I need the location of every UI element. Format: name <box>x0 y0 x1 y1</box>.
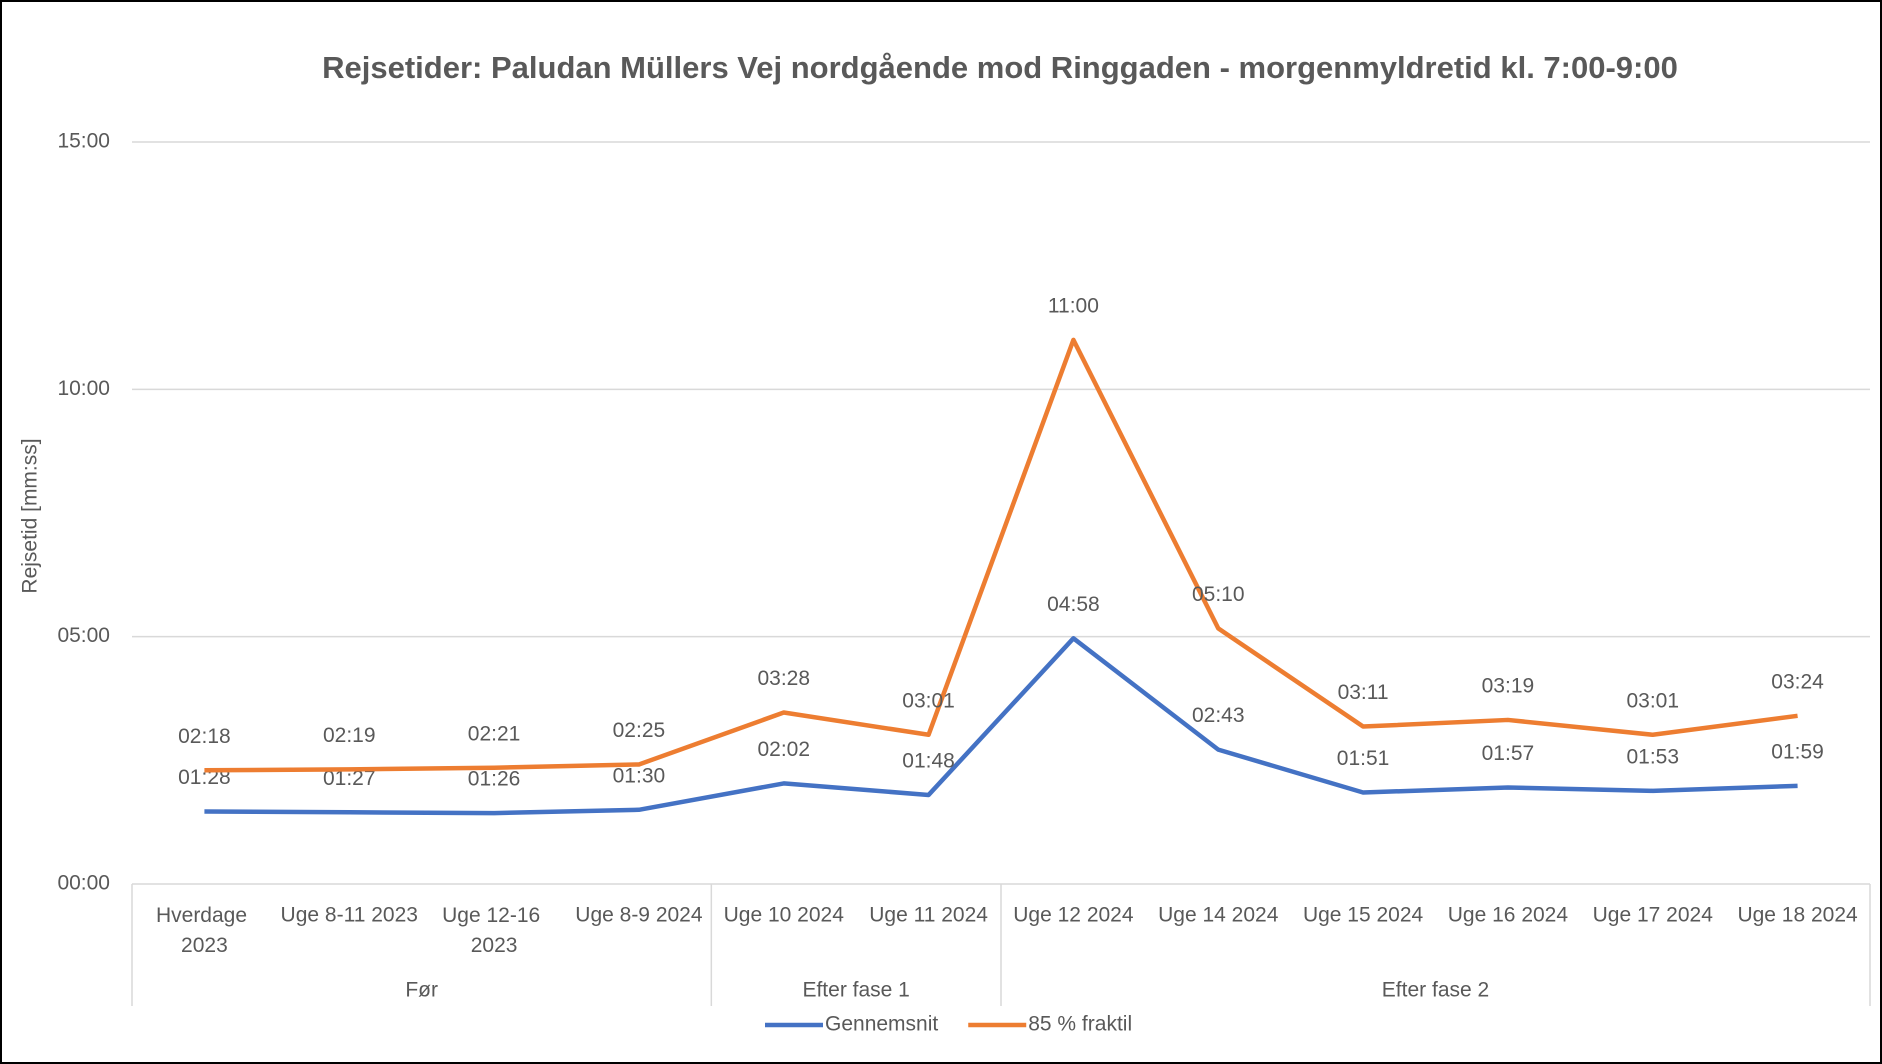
x-tick-label: Uge 8-11 2023 <box>281 904 418 927</box>
data-label: 01:59 <box>1771 740 1824 763</box>
data-label: 02:25 <box>613 719 666 742</box>
series-line <box>204 636 1798 816</box>
data-label: 03:24 <box>1771 670 1824 693</box>
group-label: Efter fase 1 <box>802 979 909 1002</box>
data-label: 02:02 <box>757 738 810 761</box>
y-axis-title: Rejsetid [mm:ss] <box>19 438 42 593</box>
data-label: 03:01 <box>1626 689 1679 712</box>
series-line <box>204 337 1798 773</box>
group-label: Før <box>405 979 438 1002</box>
y-tick-label: 00:00 <box>57 872 110 895</box>
y-tick-label: 10:00 <box>57 377 110 400</box>
data-label: 03:11 <box>1338 681 1389 704</box>
data-label: 01:53 <box>1626 745 1679 768</box>
data-label: 01:48 <box>902 750 955 773</box>
x-tick-label: Uge 10 2024 <box>724 904 845 927</box>
data-label: 02:43 <box>1192 704 1245 727</box>
x-tick-label: Uge 18 2024 <box>1737 904 1858 927</box>
x-tick-label: Uge 15 2024 <box>1303 904 1424 927</box>
x-tick-label: Uge 12 2024 <box>1013 904 1134 927</box>
y-tick-label: 15:00 <box>57 130 110 153</box>
data-label: 01:51 <box>1337 747 1390 770</box>
data-label: 01:27 <box>323 767 376 790</box>
x-tick-label: Uge 11 2024 <box>869 904 988 927</box>
data-label: 04:58 <box>1047 593 1100 616</box>
legend-label: Gennemsnit <box>825 1013 938 1036</box>
chart-title: Rejsetider: Paludan Müllers Vej nordgåen… <box>322 50 1678 85</box>
legend-label: 85 % fraktil <box>1028 1013 1132 1036</box>
data-label: 03:28 <box>757 667 810 690</box>
data-label: 05:10 <box>1192 583 1245 606</box>
x-tick-label: Uge 17 2024 <box>1593 904 1714 927</box>
data-label: 03:19 <box>1482 674 1535 697</box>
data-label: 02:19 <box>323 724 376 747</box>
data-label: 11:00 <box>1048 294 1099 317</box>
x-tick-label: Uge 12-16 2023 <box>442 904 546 957</box>
data-label: 01:30 <box>613 764 666 787</box>
x-tick-label: Uge 16 2024 <box>1448 904 1569 927</box>
x-tick-label: Uge 14 2024 <box>1158 904 1279 927</box>
y-tick-label: 05:00 <box>57 624 110 647</box>
data-label: 02:18 <box>178 725 231 748</box>
data-label: 01:57 <box>1482 742 1535 765</box>
data-label: 01:26 <box>468 768 521 791</box>
data-label: 03:01 <box>902 689 955 712</box>
group-label: Efter fase 2 <box>1382 979 1489 1002</box>
x-tick-label: Hverdage 2023 <box>156 904 253 957</box>
x-tick-label: Uge 8-9 2024 <box>575 904 703 927</box>
data-label: 02:21 <box>468 722 521 745</box>
